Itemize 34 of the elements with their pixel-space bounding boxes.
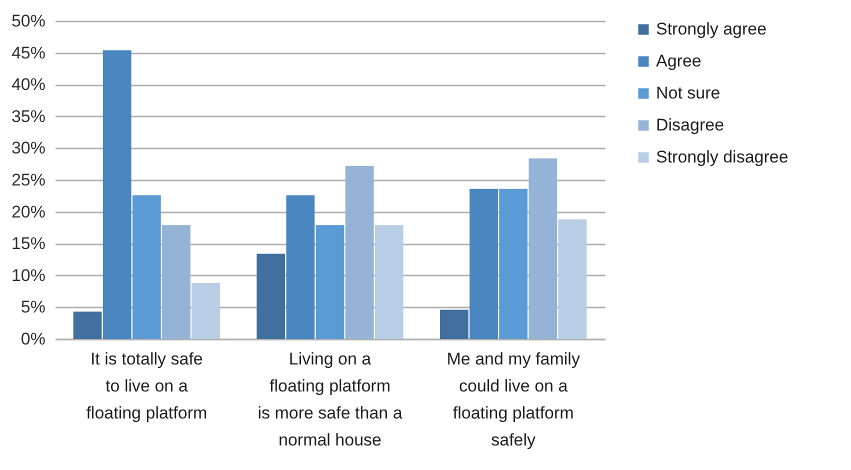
y-tick-label: 35% xyxy=(11,106,46,126)
bar xyxy=(528,158,558,339)
bar xyxy=(102,50,132,339)
bar xyxy=(558,219,587,339)
bar xyxy=(162,225,190,339)
legend-label: Agree xyxy=(656,52,702,70)
bar xyxy=(316,225,344,339)
bar xyxy=(256,254,286,339)
y-tick-label: 45% xyxy=(11,43,46,62)
y-tick-label: 0% xyxy=(20,330,46,348)
legend-label: Disagree xyxy=(656,116,724,134)
x-tick-label: Living on a floating platform is more safe than a normal house xyxy=(258,350,403,450)
bar xyxy=(73,312,102,339)
y-tick-label: 5% xyxy=(20,298,46,317)
y-tick-label: 10% xyxy=(11,266,46,285)
y-tick-label: 30% xyxy=(11,138,46,158)
bar xyxy=(192,283,220,339)
y-tick-label: 40% xyxy=(11,75,46,94)
x-tick-label: It is totally safe to live on a floating platform xyxy=(86,350,208,422)
legend-label: Strongly disagree xyxy=(656,148,788,166)
y-tick-label: 20% xyxy=(11,202,46,222)
bar xyxy=(499,188,528,339)
y-tick-label: 50% xyxy=(11,12,46,30)
legend-label: Strongly agree xyxy=(656,20,767,38)
bar xyxy=(345,166,374,339)
bar xyxy=(470,188,498,339)
bar xyxy=(374,225,404,339)
legend-label: Not sure xyxy=(656,84,720,102)
y-tick-label: 25% xyxy=(11,170,46,190)
y-tick-label: 15% xyxy=(11,234,46,254)
bar xyxy=(132,195,161,339)
x-tick-label: Me and my family could live on a floating platform safely xyxy=(446,350,580,450)
bar xyxy=(440,310,468,339)
bar xyxy=(286,195,315,339)
